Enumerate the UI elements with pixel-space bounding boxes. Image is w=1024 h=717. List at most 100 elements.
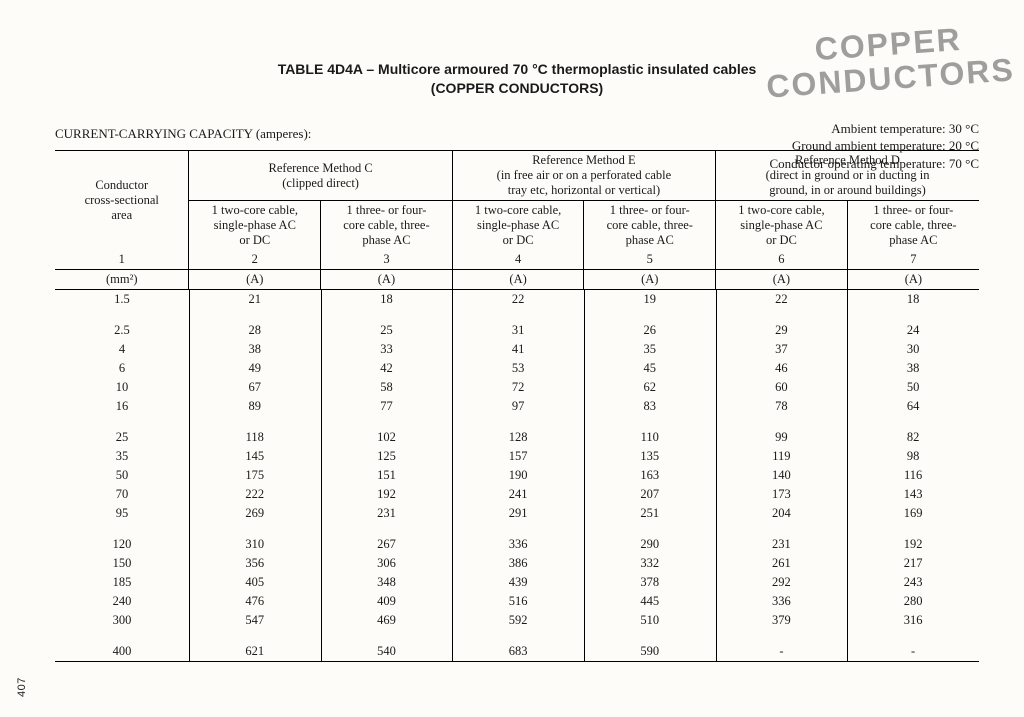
row-value: 46	[716, 359, 848, 378]
row-value: 37	[716, 340, 848, 359]
row-value: 38	[847, 359, 979, 378]
row-value: 78	[716, 397, 848, 416]
row-value: 316	[847, 611, 979, 630]
row-size: 300	[55, 611, 189, 630]
row-value: 291	[452, 504, 584, 523]
row-value: 169	[847, 504, 979, 523]
subcol-5: 1 three- or four- core cable, three- pha…	[584, 201, 716, 251]
row-size: 10	[55, 378, 189, 397]
row-value: 77	[321, 397, 453, 416]
group-method-c: Reference Method C (clipped direct)	[189, 151, 452, 201]
row-value: 116	[847, 466, 979, 485]
row-size: 150	[55, 554, 189, 573]
row-value: 190	[452, 466, 584, 485]
row-value: 99	[716, 416, 848, 447]
table-row: 4383341353730	[55, 340, 979, 359]
unit-6: (A)	[716, 270, 848, 290]
table-row: 400621540683590--	[55, 630, 979, 662]
row-value: 175	[189, 466, 321, 485]
row-value: 33	[321, 340, 453, 359]
row-size: 1.5	[55, 290, 189, 310]
table-body: 1.52118221922182.52825312629244383341353…	[55, 290, 979, 662]
row-value: 269	[189, 504, 321, 523]
row-value: 22	[716, 290, 848, 310]
unit-2: (A)	[189, 270, 321, 290]
row-size: 50	[55, 466, 189, 485]
row-value: -	[716, 630, 848, 662]
row-value: 67	[189, 378, 321, 397]
row-value: 621	[189, 630, 321, 662]
row-value: 356	[189, 554, 321, 573]
row-size: 25	[55, 416, 189, 447]
row-value: 30	[847, 340, 979, 359]
row-value: 445	[584, 592, 716, 611]
table-row: 120310267336290231192	[55, 523, 979, 554]
row-value: 21	[189, 290, 321, 310]
row-value: 243	[847, 573, 979, 592]
page: TABLE 4D4A – Multicore armoured 70 °C th…	[0, 0, 1024, 682]
row-value: 173	[716, 485, 848, 504]
colnum-6: 6	[716, 250, 848, 270]
colnum-1: 1	[55, 250, 189, 270]
row-value: 62	[584, 378, 716, 397]
row-value: 280	[847, 592, 979, 611]
row-size: 95	[55, 504, 189, 523]
row-value: 683	[452, 630, 584, 662]
row-size: 120	[55, 523, 189, 554]
row-value: 98	[847, 447, 979, 466]
row-value: 157	[452, 447, 584, 466]
row-value: 38	[189, 340, 321, 359]
row-value: 26	[584, 309, 716, 340]
row-value: 29	[716, 309, 848, 340]
table-row: 16897797837864	[55, 397, 979, 416]
row-value: 83	[584, 397, 716, 416]
table-row: 150356306386332261217	[55, 554, 979, 573]
row-size: 16	[55, 397, 189, 416]
row-value: 310	[189, 523, 321, 554]
row-value: 82	[847, 416, 979, 447]
row-value: 207	[584, 485, 716, 504]
row-header-label: Conductor cross-sectional area	[55, 151, 189, 251]
row-value: 516	[452, 592, 584, 611]
row-size: 70	[55, 485, 189, 504]
row-value: 60	[716, 378, 848, 397]
row-value: 18	[847, 290, 979, 310]
row-value: 31	[452, 309, 584, 340]
row-value: 261	[716, 554, 848, 573]
row-value: 42	[321, 359, 453, 378]
table-row: 300547469592510379316	[55, 611, 979, 630]
colnum-5: 5	[584, 250, 716, 270]
row-value: 64	[847, 397, 979, 416]
row-value: 19	[584, 290, 716, 310]
row-value: 58	[321, 378, 453, 397]
row-size: 6	[55, 359, 189, 378]
row-value: 306	[321, 554, 453, 573]
row-value: 336	[716, 592, 848, 611]
row-value: 405	[189, 573, 321, 592]
row-value: 439	[452, 573, 584, 592]
table-row: 50175151190163140116	[55, 466, 979, 485]
unit-1: (mm²)	[55, 270, 189, 290]
row-value: 145	[189, 447, 321, 466]
row-value: 386	[452, 554, 584, 573]
table-row: 185405348439378292243	[55, 573, 979, 592]
row-value: 592	[452, 611, 584, 630]
row-value: 379	[716, 611, 848, 630]
row-value: 409	[321, 592, 453, 611]
row-value: 251	[584, 504, 716, 523]
row-size: 400	[55, 630, 189, 662]
group-method-e: Reference Method E (in free air or on a …	[452, 151, 715, 201]
row-value: 378	[584, 573, 716, 592]
row-size: 2.5	[55, 309, 189, 340]
table-row: 2.5282531262924	[55, 309, 979, 340]
row-value: 28	[189, 309, 321, 340]
row-value: 45	[584, 359, 716, 378]
row-value: 41	[452, 340, 584, 359]
unit-3: (A)	[321, 270, 453, 290]
row-value: 118	[189, 416, 321, 447]
capacity-table: Conductor cross-sectional area Reference…	[55, 150, 979, 662]
colnum-2: 2	[189, 250, 321, 270]
row-value: 217	[847, 554, 979, 573]
subcol-6: 1 two-core cable, single-phase AC or DC	[716, 201, 848, 251]
row-value: 72	[452, 378, 584, 397]
